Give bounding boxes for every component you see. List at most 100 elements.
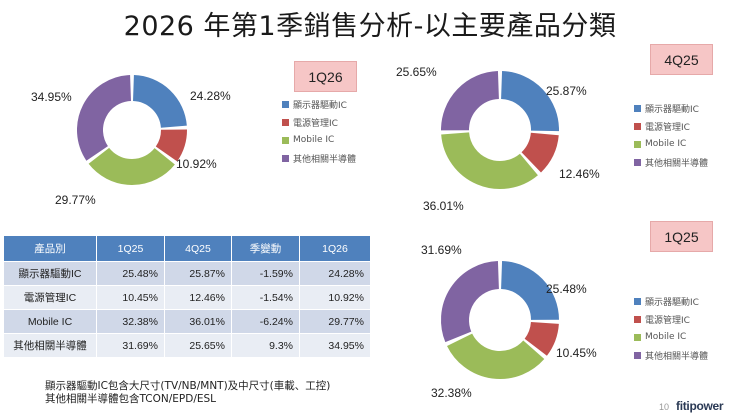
- table-cell: 10.45%: [96, 285, 165, 310]
- legend-label: 顯示器驅動IC: [645, 297, 699, 308]
- legend-swatch: [282, 100, 289, 108]
- table-cell: -1.54%: [231, 285, 300, 310]
- footnote: 顯示器驅動IC包含大尺寸(TV/NB/MNT)及中尺寸(車載、工控) 其他相關半…: [45, 380, 330, 406]
- slice-value-label: 29.77%: [55, 193, 96, 207]
- donut-slice-mobile-ic: [88, 147, 175, 185]
- table-row: 電源管理IC 10.45% 12.46% -1.54% 10.92%: [3, 285, 371, 310]
- legend-label: 其他相關半導體: [293, 154, 357, 165]
- legend-swatch: [634, 104, 641, 112]
- donut-slice-display-driver-ic: [500, 261, 559, 321]
- legend-label: 其他相關半導體: [645, 158, 709, 169]
- donut-slice-power-management-ic: [155, 128, 187, 162]
- legend-label: Mobile IC: [645, 332, 687, 342]
- table-cell: 25.65%: [164, 333, 232, 358]
- page-number: 10: [659, 402, 670, 412]
- table-cell-product: Mobile IC: [3, 309, 97, 334]
- table-cell: 24.28%: [299, 261, 371, 286]
- table-cell: 9.3%: [231, 333, 300, 358]
- legend-4q25: 顯示器驅動IC 電源管理IC Mobile IC 其他相關半導體: [634, 99, 708, 171]
- table-row: 顯示器驅動IC 25.48% 25.87% -1.59% 24.28%: [3, 261, 371, 286]
- table-cell: 25.48%: [96, 261, 165, 286]
- table-cell-product: 電源管理IC: [3, 285, 97, 310]
- table-cell-product: 其他相關半導體: [3, 333, 97, 358]
- legend-item: 顯示器驅動IC: [282, 95, 356, 113]
- legend-swatch: [282, 154, 289, 162]
- legend-label: Mobile IC: [293, 135, 335, 145]
- legend-label: 電源管理IC: [293, 118, 338, 129]
- legend-item: Mobile IC: [282, 131, 356, 149]
- period-badge-1q26: 1Q26: [294, 61, 357, 92]
- legend-item: Mobile IC: [634, 328, 708, 346]
- table-cell: 10.92%: [299, 285, 371, 310]
- table-cell: 32.38%: [96, 309, 165, 334]
- table-cell: -6.24%: [231, 309, 300, 334]
- legend-swatch: [634, 158, 641, 166]
- legend-item: Mobile IC: [634, 135, 708, 153]
- slice-value-label: 32.38%: [431, 386, 472, 400]
- slice-value-label: 10.45%: [556, 346, 597, 360]
- legend-label: 電源管理IC: [645, 122, 690, 133]
- slice-value-label: 34.95%: [31, 90, 72, 104]
- legend-item: 電源管理IC: [634, 310, 708, 328]
- legend-item: 其他相關半導體: [634, 346, 708, 364]
- legend-swatch: [634, 140, 641, 148]
- slice-value-label: 25.87%: [546, 84, 587, 98]
- brand-logo: fitipower: [676, 399, 724, 413]
- legend-swatch: [282, 118, 289, 126]
- legend-item: 電源管理IC: [634, 117, 708, 135]
- slide-title: 2026 年第1季銷售分析-以主要產品分類: [123, 11, 617, 42]
- table-cell: 12.46%: [164, 285, 232, 310]
- legend-swatch: [634, 297, 641, 305]
- donut-slice-other-semiconductor: [441, 261, 500, 343]
- donut-slice-other-semiconductor: [77, 75, 132, 161]
- legend-label: Mobile IC: [645, 139, 687, 149]
- period-badge-1q25: 1Q25: [650, 221, 713, 252]
- legend-swatch: [634, 333, 641, 341]
- table-header-cell: 1Q26: [299, 235, 371, 262]
- donut-slice-power-management-ic: [524, 321, 559, 356]
- slice-value-label: 12.46%: [559, 167, 600, 181]
- donut-slice-display-driver-ic: [500, 71, 559, 132]
- legend-1q25: 顯示器驅動IC 電源管理IC Mobile IC 其他相關半導體: [634, 292, 708, 364]
- legend-1q26: 顯示器驅動IC 電源管理IC Mobile IC 其他相關半導體: [282, 95, 356, 167]
- table-cell: 29.77%: [299, 309, 371, 334]
- table-cell: 34.95%: [299, 333, 371, 358]
- legend-item: 電源管理IC: [282, 113, 356, 131]
- legend-swatch: [634, 122, 641, 130]
- table-row: 其他相關半導體 31.69% 25.65% 9.3% 34.95%: [3, 333, 371, 358]
- legend-label: 其他相關半導體: [645, 351, 709, 362]
- legend-label: 電源管理IC: [645, 315, 690, 326]
- legend-item: 其他相關半導體: [634, 153, 708, 171]
- legend-swatch: [282, 136, 289, 144]
- footnote-line: 顯示器驅動IC包含大尺寸(TV/NB/MNT)及中尺寸(車載、工控): [45, 380, 331, 392]
- table-cell: 31.69%: [96, 333, 165, 358]
- table-header-cell: 4Q25: [164, 235, 232, 262]
- table-cell-product: 顯示器驅動IC: [3, 261, 97, 286]
- legend-swatch: [634, 315, 641, 323]
- table-header-cell: 季變動: [231, 235, 300, 262]
- donut-slice-display-driver-ic: [132, 75, 187, 129]
- table-header-cell: 1Q25: [96, 235, 165, 262]
- period-badge-4q25: 4Q25: [650, 44, 713, 75]
- table-cell: 25.87%: [164, 261, 232, 286]
- donut-slice-mobile-ic: [441, 131, 538, 189]
- donut-slice-mobile-ic: [447, 332, 545, 379]
- product-share-table: 產品別 1Q25 4Q25 季變動 1Q26 顯示器驅動IC 25.48% 25…: [3, 235, 371, 358]
- slice-value-label: 25.65%: [396, 65, 437, 79]
- table-header-cell: 產品別: [3, 235, 97, 262]
- donut-slice-other-semiconductor: [441, 71, 500, 131]
- slice-value-label: 31.69%: [421, 243, 462, 257]
- table-cell: -1.59%: [231, 261, 300, 286]
- table-header-row: 產品別 1Q25 4Q25 季變動 1Q26: [3, 235, 371, 262]
- legend-item: 其他相關半導體: [282, 149, 356, 167]
- slice-value-label: 10.92%: [176, 157, 217, 171]
- footnote-line: 其他相關半導體包含TCON/EPD/ESL: [45, 393, 217, 405]
- table-cell: 36.01%: [164, 309, 232, 334]
- legend-label: 顯示器驅動IC: [293, 100, 347, 111]
- legend-swatch: [634, 351, 641, 359]
- slice-value-label: 36.01%: [423, 199, 464, 213]
- legend-label: 顯示器驅動IC: [645, 104, 699, 115]
